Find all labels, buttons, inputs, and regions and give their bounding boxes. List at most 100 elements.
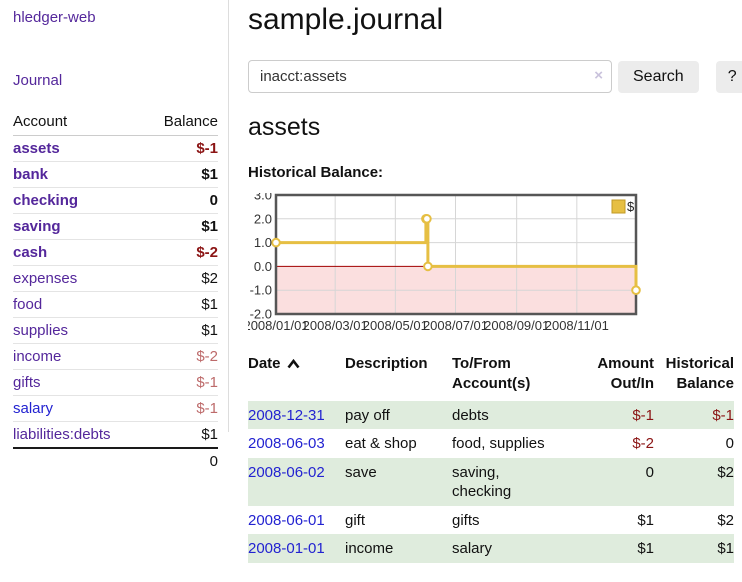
account-link[interactable]: bank [13, 166, 49, 183]
register-header-accounts: To/From Account(s) [452, 355, 531, 393]
svg-text:2008/05/01: 2008/05/01 [363, 318, 428, 333]
accounts-header-row: Account Balance [13, 110, 218, 136]
svg-text:2008/07/01: 2008/07/01 [423, 318, 488, 333]
transaction-amount: $1 [637, 540, 654, 557]
svg-text:2008/11/01: 2008/11/01 [545, 318, 609, 333]
transaction-accounts: gifts [452, 511, 480, 529]
svg-text:0.0: 0.0 [254, 259, 272, 274]
historical-balance-chart: $3.0 2.0 1.0 0.0 -1.0 -2.0 2008/01/01 2008/03/0… [243, 188, 648, 335]
account-balance: $2 [144, 265, 218, 292]
transaction-date-link[interactable]: 2008-06-03 [248, 435, 325, 452]
account-row: gifts $-1 [13, 369, 218, 396]
accounts-total-row: 0 [13, 447, 218, 474]
account-balance: $1 [144, 421, 218, 449]
account-row: liabilities:debts $1 [13, 421, 218, 449]
account-row: supplies $1 [13, 317, 218, 344]
account-heading: assets [248, 113, 321, 141]
account-row: income $-2 [13, 343, 218, 370]
register-table-body: 2008-12-31 pay off debts $-1 $-1 2008-06-03 ea… [248, 400, 734, 563]
transaction-description: save [345, 463, 377, 481]
account-balance: 0 [144, 187, 218, 214]
svg-text:1.0: 1.0 [254, 235, 272, 250]
account-link[interactable]: checking [13, 192, 79, 209]
sidebar: hledger-web Journal Account Balance asse… [0, 0, 229, 474]
page-title: sample.journal [248, 3, 444, 36]
account-link[interactable]: liabilities:debts [13, 426, 111, 443]
account-link[interactable]: expenses [13, 270, 78, 287]
account-link[interactable]: gifts [13, 374, 41, 391]
help-button[interactable]: ? [715, 60, 742, 93]
account-link[interactable]: assets [13, 140, 60, 157]
register-row: 2008-06-02 save saving, checking 0 $2 [248, 457, 734, 506]
accounts-table: Account Balance assets $-1 bank $1 checking 0… [13, 110, 218, 474]
transaction-description: pay off [345, 406, 390, 424]
accounts-total-spacer [13, 447, 145, 474]
account-link[interactable]: salary [13, 400, 54, 417]
account-balance: $1 [144, 291, 218, 318]
account-row: salary $-1 [13, 395, 218, 422]
account-link[interactable]: income [13, 348, 62, 365]
transaction-balance: $-1 [712, 406, 734, 424]
transaction-balance: $1 [717, 540, 734, 557]
accounts-table-body: assets $-1 bank $1 checking 0 saving $1 cash $-2 e… [13, 135, 218, 449]
transaction-description: income [345, 540, 394, 557]
svg-text:3.0: 3.0 [254, 193, 272, 203]
transaction-date-link[interactable]: 2008-06-02 [248, 463, 325, 481]
svg-text:$: $ [627, 199, 635, 214]
register-table: Date Description To/From Account(s) Amou… [248, 352, 734, 563]
account-balance: $-2 [144, 343, 218, 370]
account-row: cash $-2 [13, 239, 218, 266]
transaction-date-link[interactable]: 2008-06-01 [248, 511, 325, 529]
transaction-date-link[interactable]: 2008-12-31 [248, 406, 325, 424]
search-button[interactable]: Search [618, 60, 699, 93]
account-balance: $1 [144, 161, 218, 188]
account-balance: $1 [144, 213, 218, 240]
accounts-header-balance: Balance [144, 110, 218, 136]
account-row: expenses $2 [13, 265, 218, 292]
register-row: 2008-01-01 income salary $1 $1 [248, 534, 734, 563]
account-balance: $-2 [144, 239, 218, 266]
transaction-amount: 0 [645, 463, 654, 481]
transaction-accounts: saving, checking [452, 463, 512, 501]
search-box: × [248, 60, 612, 93]
register-row: 2008-06-03 eat & shop food, supplies $-2 0 [248, 429, 734, 458]
account-row: checking 0 [13, 187, 218, 214]
register-header-date: Date [248, 352, 345, 401]
search-form: × Search ? [248, 60, 742, 93]
account-row: bank $1 [13, 161, 218, 188]
brand-link[interactable]: hledger-web [13, 9, 96, 26]
svg-text:-2.0: -2.0 [250, 307, 272, 322]
accounts-total-value: 0 [144, 447, 218, 474]
account-link[interactable]: supplies [13, 322, 69, 339]
transaction-description: gift [345, 511, 366, 529]
accounts-header-account: Account [13, 110, 145, 136]
register-header-balance: Historical Balance [665, 355, 734, 393]
account-link[interactable]: food [13, 296, 43, 313]
transaction-balance: 0 [725, 435, 734, 452]
account-link[interactable]: cash [13, 244, 48, 261]
account-row: food $1 [13, 291, 218, 318]
account-row: assets $-1 [13, 135, 218, 162]
transaction-date-link[interactable]: 2008-01-01 [248, 540, 325, 557]
transaction-accounts: salary [452, 540, 493, 557]
search-input[interactable] [248, 60, 612, 93]
main-content: sample.journal × Search ? assets Histori… [229, 0, 742, 563]
register-header-row: Date Description To/From Account(s) Amou… [248, 352, 734, 401]
svg-text:2.0: 2.0 [254, 211, 272, 226]
transaction-amount: $-1 [632, 406, 654, 424]
svg-text:2008/09/01: 2008/09/01 [484, 318, 549, 333]
nav-journal-link[interactable]: Journal [13, 72, 63, 89]
chart-heading: Historical Balance: [248, 164, 384, 181]
account-balance: $-1 [144, 135, 218, 162]
svg-text:2008/03/01: 2008/03/01 [303, 318, 368, 333]
svg-text:-1.0: -1.0 [250, 283, 272, 298]
account-balance: $1 [144, 317, 218, 344]
clear-search-icon[interactable]: × [594, 67, 603, 84]
transaction-balance: $2 [717, 463, 734, 481]
register-header-description: Description [345, 355, 428, 372]
sidebar-nav: Journal [13, 72, 218, 90]
account-link[interactable]: saving [13, 218, 61, 235]
transaction-balance: $2 [717, 511, 734, 529]
transaction-amount: $-2 [632, 435, 654, 452]
app-layout: hledger-web Journal Account Balance asse… [0, 0, 742, 563]
